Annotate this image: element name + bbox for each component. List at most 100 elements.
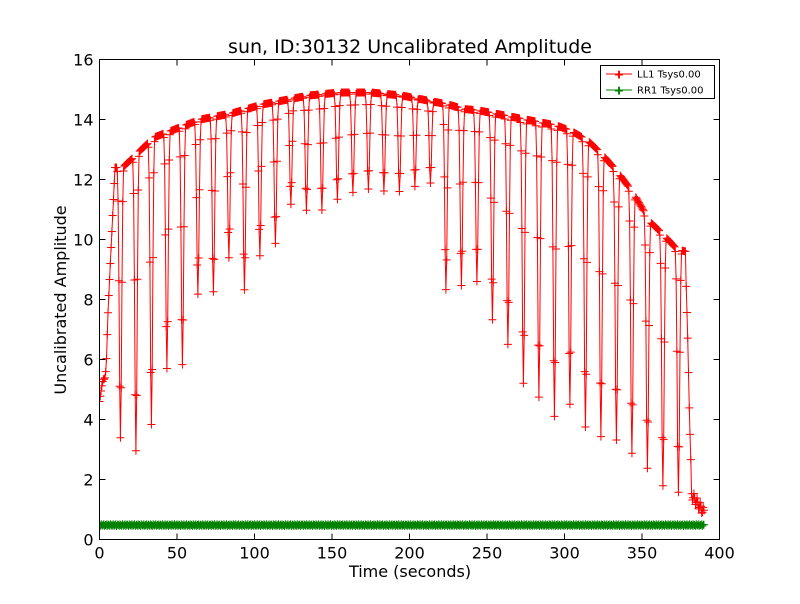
marker-ll1 [422,96,431,105]
marker-ll1 [116,433,125,442]
marker-ll1 [698,508,707,517]
marker-ll1 [163,317,172,326]
marker-ll1 [104,291,113,300]
marker-ll1 [486,194,495,203]
marker-ll1 [597,379,606,388]
marker-ll1 [456,249,465,258]
marker-ll1 [129,189,138,198]
y-tick-label: 16 [73,51,93,70]
marker-ll1 [506,141,515,150]
marker-ll1 [582,370,591,379]
marker-ll1 [458,247,467,256]
marker-ll1 [521,149,530,158]
marker-ll1 [609,167,618,176]
plot-area [99,88,708,530]
marker-ll1 [108,211,117,220]
marker-ll1 [534,393,543,402]
marker-ll1 [119,167,128,176]
legend-box [600,65,715,99]
ticks-layer: 0 50 100 150 200 250 300 350 400 0 2 4 6 8 10 12 14 16 [73,51,735,563]
marker-ll1 [271,239,280,248]
marker-ll1 [472,277,481,286]
marker-ll1 [176,152,185,161]
marker-ll1 [693,494,702,503]
marker-ll1 [516,118,525,127]
marker-ll1 [500,114,509,123]
marker-ll1 [106,259,115,268]
marker-ll1 [131,446,140,455]
marker-ll1 [644,418,653,427]
marker-ll1 [551,245,560,254]
marker-ll1 [537,153,546,161]
marker-ll1 [320,104,329,113]
marker-ll1 [382,102,391,111]
marker-ll1 [515,114,524,123]
marker-ll1 [270,213,279,222]
marker-ll1 [675,348,684,357]
marker-ll1 [333,195,342,204]
marker-ll1 [613,385,622,394]
marker-ll1 [581,423,590,431]
marker-ll1 [486,133,495,142]
marker-ll1 [224,228,233,237]
marker-ll1 [224,253,233,262]
marker-ll1 [424,106,433,115]
marker-ll1 [166,130,175,139]
marker-ll1 [656,259,665,268]
marker-ll1 [283,97,292,106]
marker-ll1 [531,121,540,130]
marker-ll1 [684,368,693,377]
marker-ll1 [565,400,574,409]
marker-rr1 [699,520,708,529]
marker-ll1 [162,322,171,331]
x-tick-label: 200 [394,544,425,563]
marker-ll1 [179,222,188,231]
y-tick-label: 12 [73,171,93,190]
marker-ll1 [517,146,526,155]
marker-ll1 [396,169,405,178]
marker-ll1 [484,108,493,117]
marker-ll1 [550,412,559,421]
marker-ll1 [286,182,295,191]
marker-ll1 [208,254,217,263]
marker-ll1 [641,240,650,249]
marker-ll1 [303,140,312,149]
marker-ll1 [520,228,529,237]
marker-ll1 [655,231,664,240]
x-tick-label: 350 [627,544,658,563]
marker-ll1 [628,400,637,409]
marker-ll1 [686,430,695,439]
marker-ll1 [643,464,652,473]
marker-ll1 [100,375,109,384]
marker-ll1 [299,94,308,103]
marker-ll1 [624,187,633,196]
marker-ll1 [331,102,340,111]
marker-ll1 [661,264,670,272]
marker-ll1 [563,160,572,169]
marker-ll1 [500,111,509,120]
marker-ll1 [315,104,324,113]
marker-ll1 [147,420,156,429]
marker-ll1 [629,299,638,308]
marker-ll1 [676,276,685,285]
marker-ll1 [302,206,311,215]
marker-ll1 [107,227,116,236]
marker-ll1 [474,178,483,187]
marker-ll1 [503,296,512,305]
marker-ll1 [193,260,202,269]
marker-ll1 [102,354,111,363]
marker-ll1 [578,137,587,146]
marker-ll1 [441,285,450,294]
y-tick-label: 4 [83,411,93,430]
marker-ll1 [255,225,264,234]
marker-ll1 [593,145,602,154]
marker-ll1 [625,217,634,226]
marker-ll1 [660,337,669,346]
marker-ll1 [318,184,327,193]
marker-ll1 [685,403,694,412]
marker-ll1 [206,116,215,125]
marker-ll1 [252,104,261,113]
marker-ll1 [319,138,328,147]
marker-ll1 [380,168,389,177]
marker-ll1 [413,105,422,114]
